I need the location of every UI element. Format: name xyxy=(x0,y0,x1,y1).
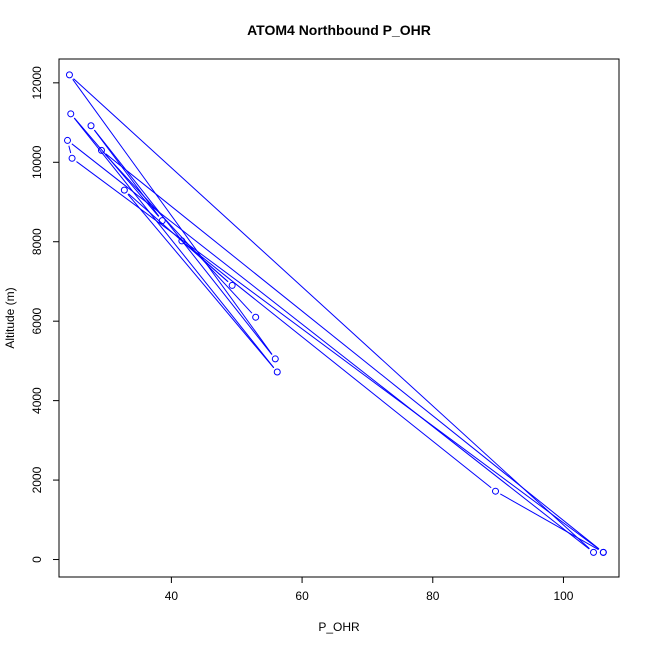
series-layer xyxy=(63,71,607,556)
series-segment xyxy=(185,244,229,283)
data-point xyxy=(65,71,73,79)
x-tick-label: 60 xyxy=(295,589,309,603)
series-segment xyxy=(500,493,599,551)
x-tick-label: 80 xyxy=(426,589,440,603)
series-segment xyxy=(72,79,273,355)
x-axis: 40 60 80 100 xyxy=(165,576,574,603)
series-segment xyxy=(71,143,590,550)
y-tick-label: 8000 xyxy=(30,228,44,255)
data-point xyxy=(120,186,128,194)
chart-title: ATOM4 Northbound P_OHR xyxy=(247,22,431,38)
data-point xyxy=(158,217,166,225)
series-segment xyxy=(73,117,275,369)
data-point xyxy=(590,548,598,556)
data-point xyxy=(271,355,279,363)
y-tick-label: 10000 xyxy=(30,145,44,179)
series-segment xyxy=(105,153,600,550)
data-point xyxy=(252,313,260,321)
series-segment xyxy=(185,243,492,489)
series-segment xyxy=(76,161,600,550)
series-segment xyxy=(104,154,253,314)
y-tick-label: 6000 xyxy=(30,308,44,335)
x-axis-label: P_OHR xyxy=(318,620,360,634)
data-point xyxy=(599,548,607,556)
data-point xyxy=(491,487,499,495)
y-axis: 0 2000 4000 6000 8000 10000 12000 xyxy=(30,66,60,563)
series-segment xyxy=(93,129,160,217)
y-axis-label: Altitude (m) xyxy=(3,287,17,348)
data-point xyxy=(97,146,105,154)
y-tick-label: 12000 xyxy=(30,66,44,100)
data-point xyxy=(178,237,186,245)
y-tick-label: 0 xyxy=(30,556,44,563)
x-tick-label: 40 xyxy=(165,589,179,603)
x-tick-label: 100 xyxy=(553,589,573,603)
series-segment xyxy=(68,145,72,154)
series-segment xyxy=(73,78,590,550)
series-segment xyxy=(127,193,275,369)
y-tick-label: 2000 xyxy=(30,466,44,493)
data-point xyxy=(67,110,75,118)
data-point xyxy=(63,136,71,144)
data-point xyxy=(273,368,281,376)
data-point xyxy=(228,281,236,289)
y-tick-label: 4000 xyxy=(30,387,44,414)
data-point xyxy=(68,154,76,162)
data-point xyxy=(87,122,95,130)
